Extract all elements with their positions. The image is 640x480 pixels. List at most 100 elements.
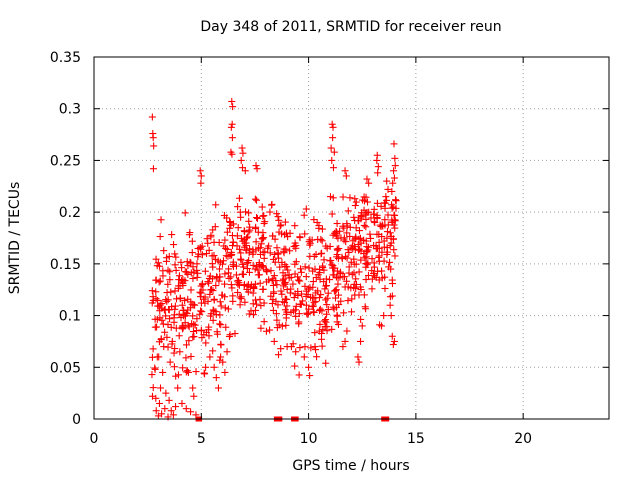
data-point — [295, 318, 303, 326]
data-point — [148, 113, 156, 121]
data-point — [392, 197, 400, 205]
data-point — [281, 261, 289, 269]
data-point — [295, 371, 303, 379]
data-point — [336, 268, 344, 276]
data-point — [263, 268, 271, 276]
data-point — [310, 294, 318, 302]
data-point — [334, 234, 342, 242]
data-point — [155, 302, 163, 310]
chart-title: Day 348 of 2011, SRMTID for receiver reu… — [200, 19, 501, 35]
data-point — [370, 210, 378, 218]
data-point — [322, 359, 330, 367]
data-point — [384, 211, 392, 219]
data-point — [329, 271, 337, 279]
data-point — [204, 278, 212, 286]
data-point — [389, 235, 397, 243]
data-point — [163, 254, 171, 262]
data-point — [178, 399, 186, 407]
data-point — [148, 353, 156, 361]
data-point — [217, 341, 225, 349]
data-point — [238, 164, 246, 172]
data-point — [351, 195, 359, 203]
data-point — [268, 277, 276, 285]
data-point — [335, 244, 343, 252]
data-point — [171, 261, 179, 269]
data-point — [197, 179, 205, 187]
data-point — [210, 363, 218, 371]
data-point — [373, 156, 381, 164]
data-point — [304, 285, 312, 293]
data-point — [351, 202, 359, 210]
data-point — [320, 317, 328, 325]
y-tick-label: 0.35 — [50, 50, 81, 66]
data-point — [273, 316, 281, 324]
data-point — [365, 243, 373, 251]
data-point — [234, 203, 242, 211]
data-point — [182, 405, 190, 413]
data-point — [343, 254, 351, 262]
data-point — [380, 243, 388, 251]
data-point — [267, 292, 275, 300]
data-point — [331, 229, 339, 237]
data-point — [239, 149, 247, 157]
data-point — [275, 228, 283, 236]
data-point — [292, 312, 300, 320]
data-point — [286, 247, 294, 255]
data-point — [390, 167, 398, 175]
data-point — [152, 288, 160, 296]
data-point — [287, 308, 295, 316]
data-point — [324, 306, 332, 314]
data-point — [274, 213, 282, 221]
data-point — [203, 235, 211, 243]
x-tick-label: 0 — [90, 431, 99, 447]
data-point — [209, 316, 217, 324]
data-point — [282, 245, 290, 253]
data-point — [159, 267, 167, 275]
data-point — [206, 290, 214, 298]
y-tick-label: 0.25 — [50, 153, 81, 169]
data-point — [367, 214, 375, 222]
data-point — [292, 348, 300, 356]
data-point — [275, 351, 283, 359]
data-point — [227, 273, 235, 281]
data-point — [281, 306, 289, 314]
data-point — [277, 287, 285, 295]
data-point — [345, 263, 353, 271]
data-point — [187, 408, 195, 416]
data-point — [354, 241, 362, 249]
data-point — [161, 405, 169, 413]
data-point — [323, 244, 331, 252]
data-point — [355, 245, 363, 253]
data-point — [228, 97, 236, 105]
data-point — [226, 218, 234, 226]
data-point — [241, 228, 249, 236]
data-point — [318, 342, 326, 350]
data-point — [226, 224, 234, 232]
data-point — [222, 323, 230, 331]
data-point — [259, 285, 267, 293]
data-point — [253, 214, 261, 222]
y-tick-label: 0.15 — [50, 257, 81, 273]
data-point — [180, 311, 188, 319]
data-point — [366, 230, 374, 238]
data-point — [152, 276, 160, 284]
data-point — [172, 253, 180, 261]
data-point — [388, 276, 396, 284]
data-point — [221, 270, 229, 278]
data-point — [308, 303, 316, 311]
data-point — [315, 224, 323, 232]
data-point — [166, 358, 174, 366]
data-point — [364, 198, 372, 206]
data-point — [210, 238, 218, 246]
data-point — [381, 216, 389, 224]
data-point — [255, 271, 263, 279]
data-point — [334, 274, 342, 282]
data-point — [206, 353, 214, 361]
data-point — [346, 232, 354, 240]
data-point — [306, 252, 314, 260]
data-point — [390, 337, 398, 345]
data-point — [167, 288, 175, 296]
data-point — [328, 261, 336, 269]
data-point — [228, 284, 236, 292]
